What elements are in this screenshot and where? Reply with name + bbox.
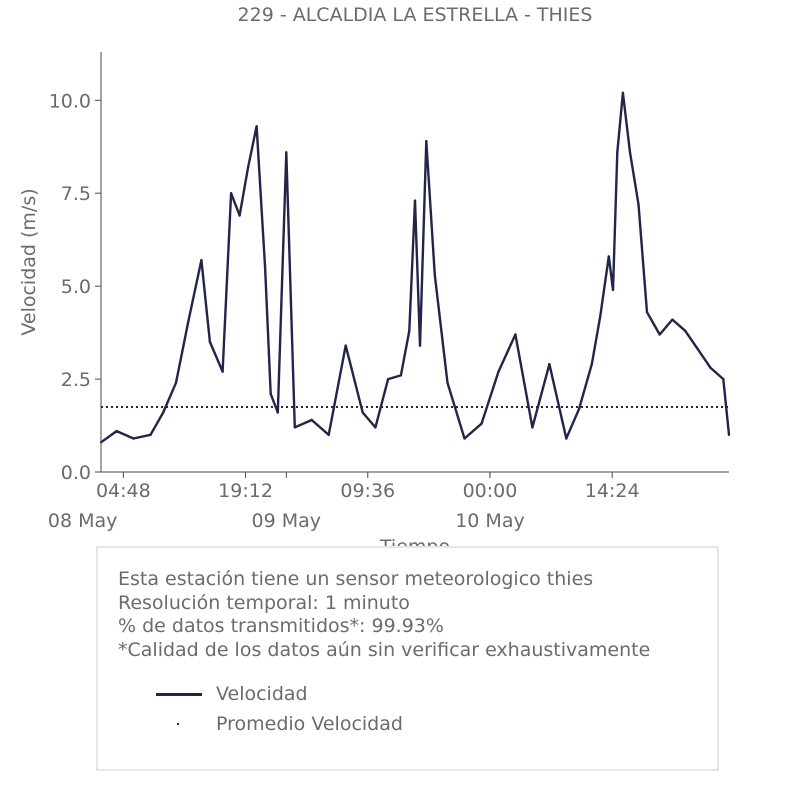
x-date-label: 10 May [455,510,525,532]
data-point [722,377,725,381]
legend: Velocidad Promedio Velocidad [156,679,403,739]
data-point [399,374,403,377]
data-point [162,411,165,414]
legend-swatch-solid [156,685,202,703]
data-point [531,426,534,429]
x-date-label: 08 May [48,510,118,532]
data-point [607,255,610,258]
data-point [269,392,272,396]
data-point [548,363,551,366]
info-line-transmitted: % de datos transmitidos*: 99.93% [118,615,444,637]
data-point [565,437,568,440]
y-tick-label: 5.0 [61,276,91,298]
x-date-label: 09 May [252,510,322,532]
data-point [276,411,280,414]
data-point [408,329,411,332]
data-point [577,407,581,411]
data-point [132,437,135,440]
data-point [361,411,364,414]
legend-item-promedio: Promedio Velocidad [156,709,403,739]
data-point [238,214,241,217]
data-point [671,318,674,321]
data-point [611,288,615,292]
data-point [616,151,619,154]
data-point [621,91,625,95]
info-lines: Esta estación tiene un sensor meteorolog… [118,568,650,662]
y-ticks: 0.0 2.5 5.0 7.5 10.0 [49,90,101,484]
data-point [683,329,687,332]
data-point [263,266,267,269]
x-tick-label: 09:36 [340,480,395,502]
data-point [221,370,224,373]
data-point [446,381,449,384]
info-line-sensor: Esta estación tiene un sensor meteorolog… [118,568,594,590]
y-tick-label: 2.5 [61,369,91,391]
data-point [200,258,203,262]
data-point [709,366,712,370]
series-line-velocidad [100,91,731,444]
data-point [374,426,377,429]
data-point [115,429,118,433]
legend-label-velocidad: Velocidad [216,683,308,705]
data-point [386,377,390,381]
info-box: Esta estación tiene un sensor meteorolog… [96,546,719,771]
data-point [433,273,437,277]
data-point [149,433,152,437]
data-point [696,348,700,351]
data-point [246,166,250,169]
data-point [658,333,661,336]
data-point [599,314,602,318]
x-tick-label: 00:00 [463,480,518,502]
data-point [187,318,190,321]
series-layer [99,91,731,444]
legend-label-promedio: Promedio Velocidad [216,713,403,735]
legend-item-velocidad: Velocidad [156,679,403,709]
data-point [255,125,258,128]
y-axis-label: Velocidad (m/s) [18,188,40,335]
info-line-resolution: Resolución temporal: 1 minuto [118,591,410,614]
plot-area: 0.0 2.5 5.0 7.5 10.0 04:48 19:12 09:36 00:00 14:… [48,52,731,532]
data-point [208,340,212,344]
data-point [413,199,417,202]
data-point [285,151,288,154]
data-point [310,418,313,422]
x-tick-label: 04:48 [96,480,151,502]
info-line-quality: *Calidad de los datos aún sin verificar … [118,638,651,661]
data-point [480,422,483,425]
data-point [645,310,649,314]
data-point [637,203,640,206]
data-point [229,192,233,195]
legend-swatch-dotted [156,715,202,733]
data-point [727,433,731,437]
data-point [293,426,296,429]
data-point [497,370,500,373]
data-point [174,381,178,384]
data-point [463,437,466,440]
data-point [418,344,422,347]
data-point [514,333,517,336]
chart-title: 229 - ALCALDIA LA ESTRELLA - THIES [238,4,593,26]
data-point [425,140,428,143]
y-tick-label: 0.0 [61,462,91,484]
data-point [327,433,330,437]
y-tick-label: 10.0 [49,90,91,112]
y-tick-label: 7.5 [61,183,91,205]
x-tick-label: 14:24 [585,480,640,502]
data-point [344,344,347,347]
x-ticks: 04:48 19:12 09:36 00:00 14:24 08 May 09 May 10 … [48,472,640,532]
data-point [628,151,632,154]
data-point [590,363,594,366]
x-tick-label: 19:12 [218,480,273,502]
